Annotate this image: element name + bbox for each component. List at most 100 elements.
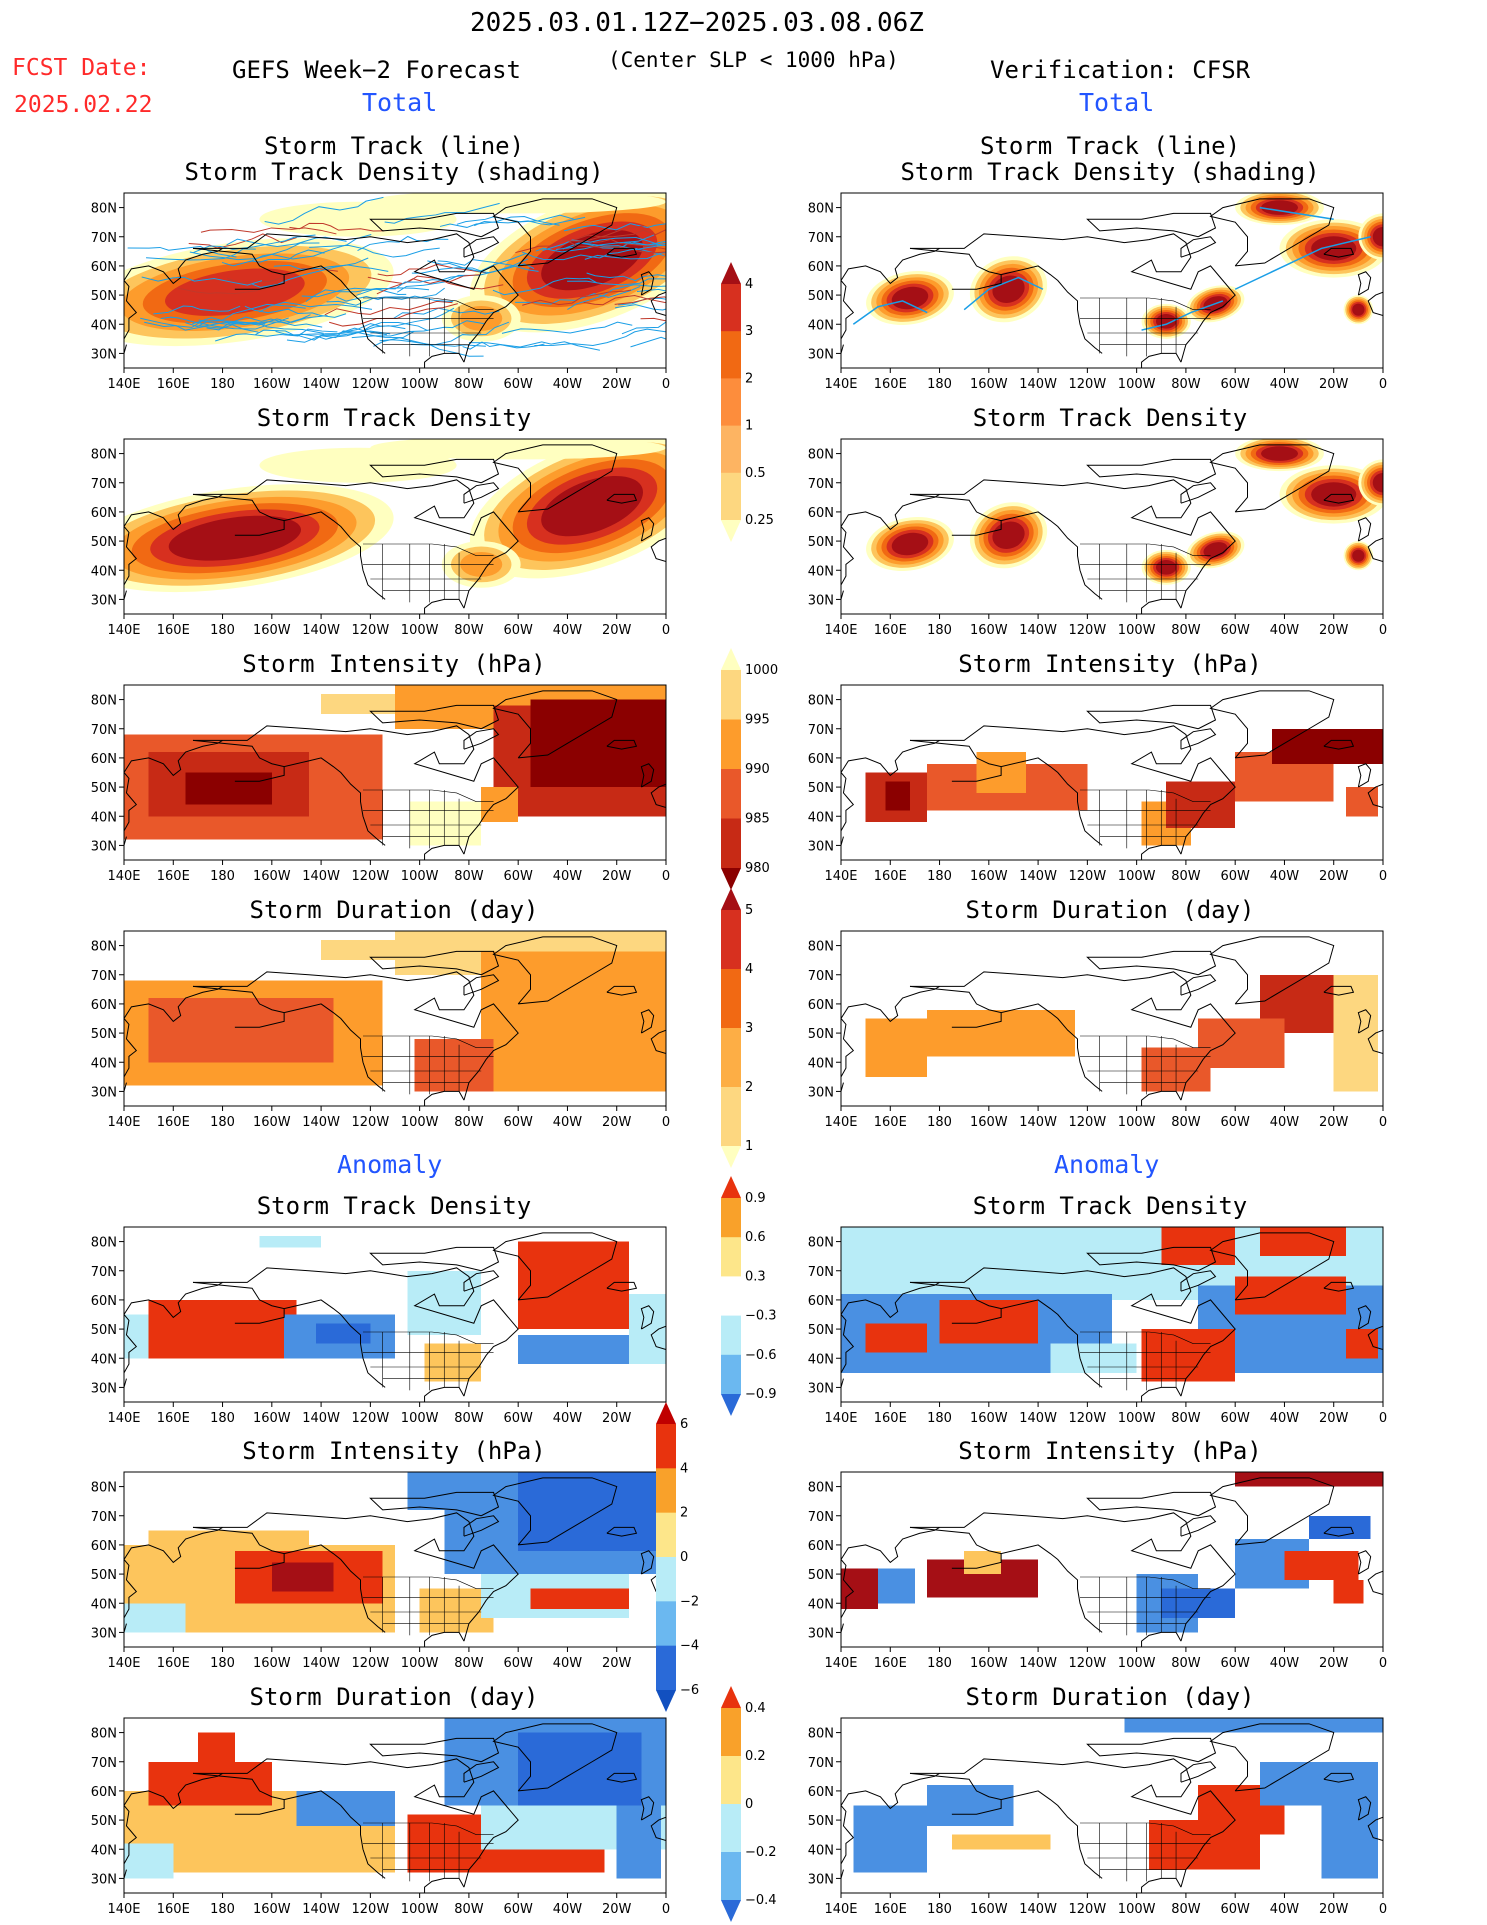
- x-tick-label: 80W: [454, 1411, 484, 1424]
- map-anom-intensity-forecast: 140E160E180160W140W120W100W80W60W40W20W0…: [91, 1471, 670, 1669]
- x-tick-label: 100W: [401, 1656, 439, 1669]
- shading-cell: [316, 1323, 371, 1344]
- x-tick-label: 60W: [503, 1902, 533, 1915]
- colorbar-label: 3: [745, 324, 753, 339]
- title-anom-duration-left: Storm Duration (day): [249, 1683, 539, 1711]
- shading-cell: [518, 1241, 630, 1330]
- coastline: [192, 314, 328, 326]
- coastline: [234, 1308, 285, 1324]
- y-tick-label: 30N: [808, 1626, 834, 1641]
- colorbar-segment: [721, 1852, 741, 1901]
- y-tick-label: 50N: [91, 289, 117, 304]
- x-tick-label: 0: [662, 1902, 670, 1915]
- fcst-date-label: FCST Date:: [12, 55, 151, 81]
- y-tick-label: 30N: [91, 839, 117, 854]
- coastline: [424, 1386, 465, 1402]
- coastline: [234, 520, 285, 536]
- coastline: [192, 247, 386, 354]
- coastline: [630, 336, 666, 348]
- y-tick-label: 30N: [808, 1381, 834, 1396]
- coastline: [424, 1877, 465, 1893]
- map-frame: [123, 192, 667, 369]
- coastline: [501, 321, 633, 334]
- coastline: [650, 537, 666, 562]
- colorbar-segment: [721, 378, 741, 427]
- title-duration-right: Storm Duration (day): [965, 896, 1255, 924]
- coastline: [1086, 212, 1217, 238]
- x-tick-label: 60W: [503, 377, 533, 390]
- x-tick-label: 60W: [1220, 869, 1250, 882]
- x-tick-label: 100W: [1118, 377, 1156, 390]
- map-layer: [124, 193, 666, 368]
- coastline: [640, 517, 655, 542]
- map-frame: [123, 438, 667, 615]
- x-tick-label: 60W: [1220, 1902, 1250, 1915]
- x-tick-label: 120W: [352, 1902, 390, 1915]
- coastline: [1180, 1515, 1217, 1537]
- x-tick-label: 40W: [553, 623, 583, 636]
- coastline: [1357, 517, 1372, 542]
- colorbar-label: 2: [745, 371, 753, 386]
- shading-cell: [1346, 1329, 1379, 1359]
- y-tick-label: 30N: [91, 1626, 117, 1641]
- y-tick-label: 40N: [91, 1843, 117, 1858]
- colorbar-triangle-top: [721, 648, 741, 670]
- coastline: [192, 1758, 519, 1888]
- x-tick-label: 100W: [401, 1115, 439, 1128]
- x-tick-label: 160W: [253, 377, 291, 390]
- x-tick-label: 160W: [253, 1656, 291, 1669]
- x-tick-label: 160W: [970, 623, 1008, 636]
- colorbar-triangle-bottom: [721, 520, 741, 542]
- shading-cell: [296, 1790, 395, 1826]
- coastline: [1086, 458, 1217, 484]
- colorbar-label: 0.25: [745, 513, 774, 528]
- shading-blob: [1352, 549, 1365, 562]
- coastline: [650, 1816, 666, 1841]
- coastline: [640, 763, 655, 788]
- x-tick-label: 140W: [1019, 1115, 1057, 1128]
- x-tick-label: 160W: [253, 1902, 291, 1915]
- map-frame: [123, 1717, 667, 1894]
- x-tick-label: 140W: [302, 1902, 340, 1915]
- colorbar-segment: [721, 910, 741, 970]
- shading-cell: [1161, 1588, 1236, 1618]
- coastline: [144, 321, 259, 333]
- y-tick-label: 70N: [808, 1265, 834, 1280]
- y-tick-label: 50N: [808, 1814, 834, 1829]
- x-tick-label: 120W: [1069, 1115, 1107, 1128]
- x-tick-label: 100W: [1118, 623, 1156, 636]
- x-tick-label: 20W: [1319, 377, 1349, 390]
- map-density-verification: 140E 160E 180 160W 140W 120W 100W 80W 60W 40W 20W 0…: [808, 438, 1387, 636]
- x-tick-label: 140E: [824, 1902, 857, 1915]
- coastline: [1367, 291, 1383, 316]
- y-tick-label: 50N: [91, 1323, 117, 1338]
- shading-blob: [1372, 227, 1383, 247]
- coastline: [124, 739, 223, 832]
- title-anom-density-left: Storm Track Density: [256, 1192, 532, 1220]
- coastline: [909, 1267, 1236, 1397]
- coastline: [474, 216, 586, 227]
- y-tick-label: 30N: [808, 593, 834, 608]
- x-tick-label: 0: [1379, 1656, 1387, 1669]
- coastline: [650, 291, 666, 316]
- x-tick-label: 0: [1379, 377, 1387, 390]
- coastline: [492, 1477, 618, 1546]
- y-tick-label: 50N: [808, 1568, 834, 1583]
- x-tick-label: 0: [1379, 869, 1387, 882]
- map-track-forecast: 140E 160E 180 160W 140W 120W 100W 80W 60W 40W 20W 0…: [91, 192, 670, 390]
- y-tick-label: 40N: [808, 1843, 834, 1858]
- coastline: [623, 242, 666, 246]
- section-anomaly-right: Anomaly: [1054, 1150, 1160, 1179]
- coastline: [160, 316, 289, 330]
- colorbar-label: 0.3: [745, 1269, 766, 1284]
- map-layer: [841, 439, 1383, 614]
- coastline: [367, 274, 480, 285]
- x-tick-label: 40W: [1270, 377, 1300, 390]
- verification-title: Verification: CFSR: [990, 56, 1251, 84]
- x-tick-label: 100W: [401, 1902, 439, 1915]
- coastline: [567, 284, 666, 311]
- y-tick-label: 60N: [91, 260, 117, 275]
- map-anom-intensity-verification: 140E 160E 180 160W 140W 120W 100W 80W 60W 40W 20W 0…: [808, 1471, 1387, 1669]
- map-track-verification: 140E 160E 180 160W 140W 120W 100W 80W 60W 40W 20W 0…: [808, 192, 1387, 390]
- x-tick-label: 40W: [1270, 1115, 1300, 1128]
